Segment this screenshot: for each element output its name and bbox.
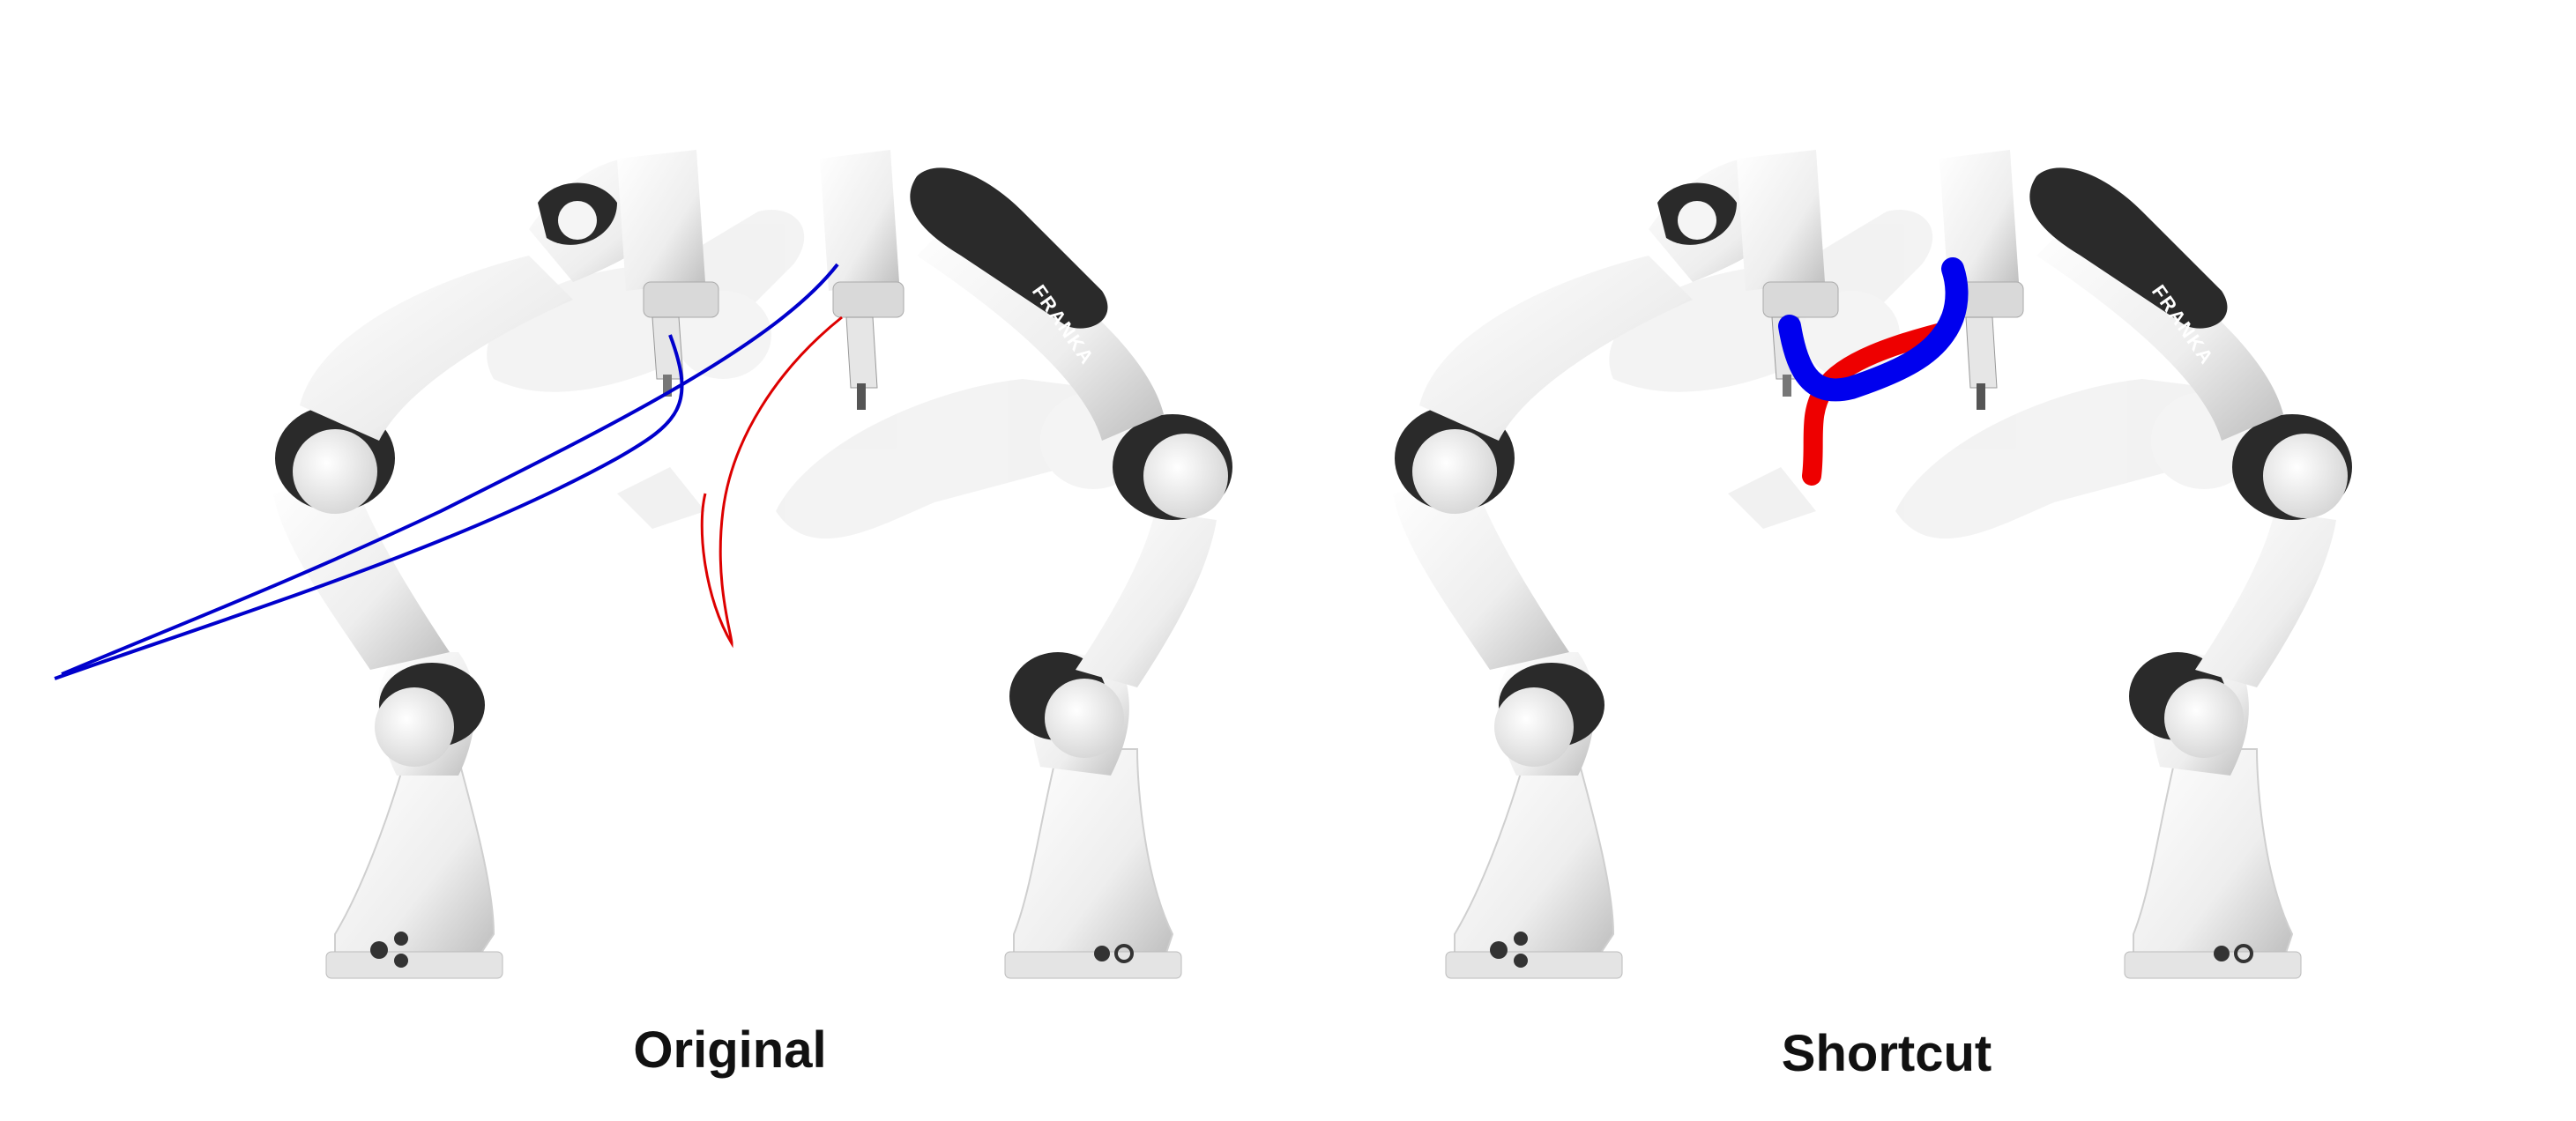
link-6	[820, 150, 899, 291]
finger	[1977, 383, 1985, 410]
panel-original: FRANKA	[54, 150, 1232, 979]
right-robot-arm: FRANKA	[820, 150, 1232, 979]
finger	[663, 375, 672, 397]
link-3	[1076, 511, 1217, 687]
link-4	[300, 256, 573, 441]
flange	[832, 281, 905, 318]
base-connector	[1514, 932, 1528, 946]
base-plate	[325, 951, 503, 979]
gripper	[1965, 316, 1998, 389]
base-connector	[394, 954, 408, 968]
right-robot-arm: FRANKA	[1939, 150, 2352, 979]
base-link	[334, 757, 495, 961]
base-connector	[394, 932, 408, 946]
flange	[1762, 281, 1839, 318]
wrist-logo-disc	[1678, 201, 1716, 240]
link-4-cover	[910, 167, 1108, 329]
base-plate	[2124, 951, 2302, 979]
finger	[1783, 375, 1791, 397]
joint-3-cap	[1143, 434, 1228, 518]
wrist-logo-disc	[558, 201, 597, 240]
base-plate	[1445, 951, 1623, 979]
link-6	[1737, 150, 1825, 291]
base-connector	[2234, 944, 2253, 963]
link-6	[1939, 150, 2019, 291]
base-link	[2133, 748, 2294, 961]
base-connector	[1514, 954, 1528, 968]
joint-3-cap	[293, 429, 377, 514]
link-4	[2036, 212, 2283, 441]
trajectory-original	[54, 263, 843, 680]
flange	[643, 281, 719, 318]
link-3	[2195, 511, 2336, 687]
left-robot-arm	[1393, 150, 1839, 979]
joint-2-cap	[1494, 687, 1574, 767]
joint-2-cap	[375, 687, 454, 767]
trajectory-arm-a-1	[54, 334, 684, 680]
base-plate	[1004, 951, 1182, 979]
base-connector	[1114, 944, 1134, 963]
left-robot-arm	[273, 150, 719, 979]
base-link	[1013, 748, 1174, 961]
base-connector	[1490, 941, 1508, 959]
base-connector	[1094, 946, 1110, 961]
panel-shortcut: FRANKA	[1393, 150, 2352, 979]
gripper	[845, 316, 878, 389]
joint-2-cap	[1045, 679, 1124, 758]
trajectory-arm-a	[1778, 257, 1969, 402]
link-4	[1419, 256, 1693, 441]
joint-2-cap	[2164, 679, 2244, 758]
link-4	[917, 212, 1164, 441]
base-connector	[370, 941, 388, 959]
base-connector	[2214, 946, 2230, 961]
base-link	[1454, 757, 1615, 961]
trajectory-arm-a-2	[61, 263, 839, 676]
joint-3-cap	[2263, 434, 2348, 518]
joint-3-cap	[1412, 429, 1497, 514]
caption-shortcut: Shortcut	[1781, 1025, 1992, 1082]
link-4-cover	[2029, 167, 2228, 329]
finger	[857, 383, 866, 410]
trajectory-shortcut	[1778, 257, 1969, 486]
caption-original: Original	[633, 1021, 827, 1079]
link-6	[617, 150, 705, 291]
trajectory-arm-b	[700, 316, 843, 649]
link-3	[1393, 476, 1569, 670]
